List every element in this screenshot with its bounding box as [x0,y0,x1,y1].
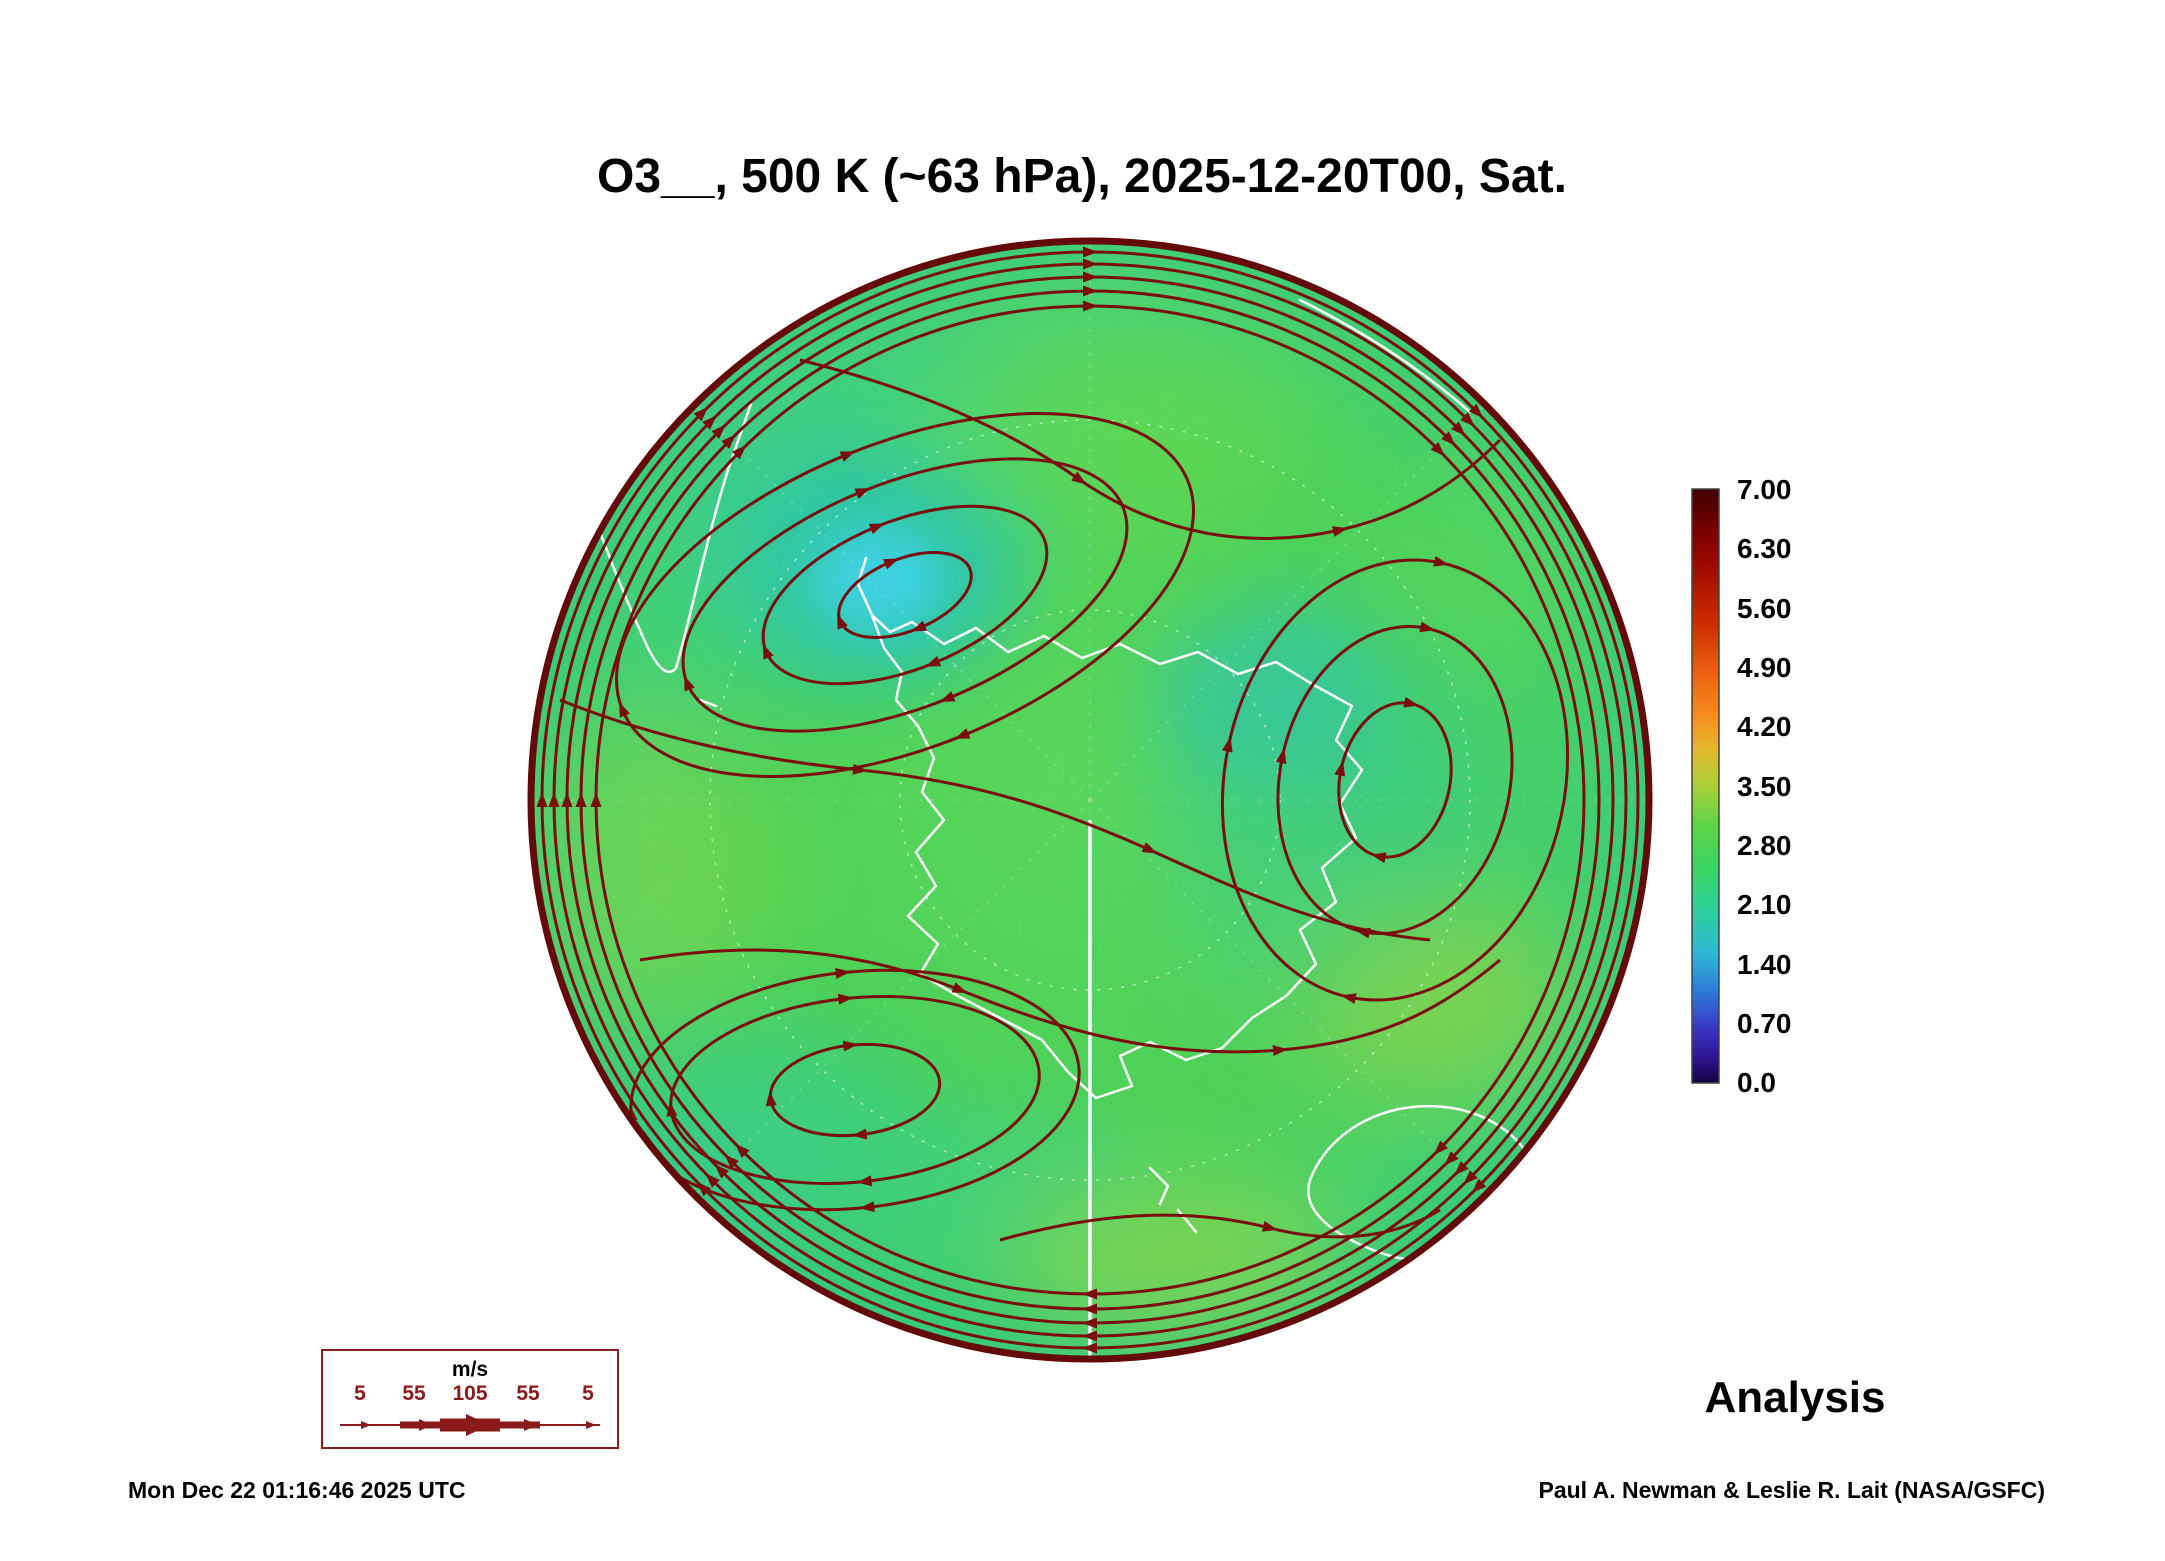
colorbar: 7.00 6.30 5.60 4.90 4.20 3.50 2.80 2.10 … [1691,474,1792,1098]
colorbar-tick-label: 5.60 [1737,593,1792,624]
right-gyre-loops [1220,556,1570,1004]
wind-legend-tick: 105 [452,1382,487,1405]
wind-scale-arrow [340,1414,600,1436]
vortex-core-loops [615,412,1195,778]
wind-legend-unit: m/s [452,1358,488,1381]
colorbar-tick-label: 1.40 [1737,949,1792,980]
colorbar-tick-label: 7.00 [1737,474,1792,505]
wind-legend-tick: 55 [516,1382,540,1405]
wind-legend-tick: 5 [582,1382,594,1405]
colorbar-tick-label: 2.10 [1737,889,1792,920]
colorbar-tick-label: 2.80 [1737,830,1792,861]
wind-legend-tick: 55 [402,1382,426,1405]
wavy-streamlines [559,358,1502,1242]
credit: Paul A. Newman & Leslie R. Lait (NASA/GS… [1538,1477,2045,1503]
colorbar-tick-label: 0.70 [1737,1008,1792,1039]
wind-legend-tick: 5 [354,1382,366,1405]
colorbar-tick-label: 4.90 [1737,652,1792,683]
map-boundary-ring [527,237,1653,1363]
timestamp: Mon Dec 22 01:16:46 2025 UTC [128,1477,466,1503]
plot-title: O3__, 500 K (~63 hPa), 2025-12-20T00, Sa… [597,150,1567,203]
colorbar-tick-label: 4.20 [1737,711,1792,742]
streamlines [536,246,1640,1354]
colorbar-tick-label: 6.30 [1737,533,1792,564]
colorbar-gradient [1691,488,1720,1084]
map-globe [530,240,1650,1360]
analysis-label: Analysis [1705,1373,1886,1422]
ozone-map [527,237,1653,1363]
colorbar-tick-label: 0.0 [1737,1067,1776,1098]
wind-speed-legend: m/s 5 55 105 55 5 [321,1349,619,1449]
colorbar-tick-label: 3.50 [1737,771,1792,802]
